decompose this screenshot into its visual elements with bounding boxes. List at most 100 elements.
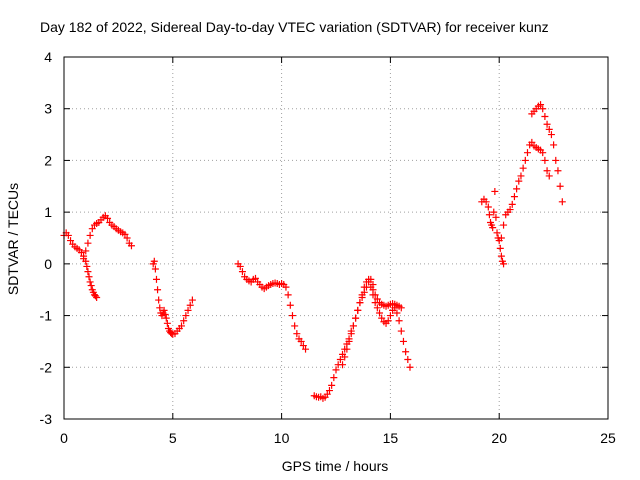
data-point — [349, 322, 357, 330]
data-point — [397, 304, 405, 312]
data-point — [286, 301, 294, 309]
data-point — [325, 387, 333, 395]
data-point — [151, 265, 159, 273]
data-point — [323, 390, 331, 398]
data-point — [404, 356, 412, 364]
x-tick-label: 20 — [491, 430, 507, 446]
data-point — [523, 149, 531, 157]
data-point — [406, 363, 414, 371]
y-tick-label: 2 — [44, 152, 52, 168]
data-point — [545, 172, 553, 180]
data-point — [402, 348, 410, 356]
chart-title: Day 182 of 2022, Sidereal Day-to-day VTE… — [40, 19, 549, 35]
plot-frame — [63, 56, 609, 420]
data-point — [539, 149, 547, 157]
data-point — [64, 231, 72, 239]
x-tick-label: 15 — [383, 430, 399, 446]
data-point — [284, 291, 292, 299]
data-point — [155, 296, 163, 304]
data-point — [517, 172, 525, 180]
data-point — [543, 120, 551, 128]
data-point — [552, 156, 560, 164]
data-point — [85, 273, 93, 281]
data-point — [485, 211, 493, 219]
data-point — [528, 138, 536, 146]
data-point — [188, 296, 196, 304]
data-point — [482, 198, 490, 206]
data-point — [152, 275, 160, 283]
data-point — [376, 309, 384, 317]
y-tick-label: -3 — [40, 411, 53, 427]
data-point — [354, 306, 362, 314]
data-point — [550, 141, 558, 149]
data-point — [484, 203, 492, 211]
data-point — [84, 268, 92, 276]
data-point — [519, 164, 527, 172]
data-point — [161, 311, 169, 319]
data-point — [156, 304, 164, 312]
data-point — [86, 278, 94, 286]
data-point — [378, 314, 386, 322]
data-point — [180, 317, 188, 325]
data-point — [397, 327, 405, 335]
data-point — [489, 224, 497, 232]
data-point — [539, 105, 547, 113]
data-point — [510, 193, 518, 201]
data-point — [336, 356, 344, 364]
data-point — [288, 312, 296, 320]
x-tick-label: 10 — [274, 430, 290, 446]
data-point — [371, 291, 379, 299]
data-point — [369, 286, 377, 294]
data-point — [282, 283, 290, 291]
data-point — [347, 330, 355, 338]
data-point — [556, 182, 564, 190]
data-point — [497, 252, 505, 260]
data-point — [104, 214, 112, 222]
data-point — [302, 345, 310, 353]
data-point — [86, 231, 94, 239]
data-point — [67, 237, 75, 245]
axis-ticks: 0 5 10 15 20 25 -3 -2 -1 0 1 2 3 4 — [40, 49, 616, 446]
data-point — [513, 185, 521, 193]
data-point — [493, 229, 501, 237]
data-point — [497, 234, 505, 242]
data-point — [182, 312, 190, 320]
data-point — [121, 230, 129, 238]
data-point — [92, 292, 100, 300]
data-point — [82, 247, 90, 255]
data-point — [238, 268, 246, 276]
data-point — [541, 112, 549, 120]
data-point — [123, 234, 131, 242]
data-point — [186, 301, 194, 309]
x-axis-label: GPS time / hours — [282, 458, 389, 474]
data-point — [88, 225, 96, 233]
data-point — [399, 337, 407, 345]
data-point — [163, 319, 171, 327]
x-tick-label: 0 — [60, 430, 68, 446]
y-axis-label: SDTVAR / TECUs — [5, 183, 21, 295]
data-point — [328, 381, 336, 389]
data-point — [492, 213, 500, 221]
data-point — [345, 337, 353, 345]
data-point — [236, 262, 244, 270]
data-point — [150, 257, 158, 265]
data-point — [365, 275, 373, 283]
x-tick-label: 25 — [600, 430, 616, 446]
y-tick-label: -2 — [40, 359, 53, 375]
data-point — [543, 167, 551, 175]
data-point — [500, 260, 508, 268]
data-point — [332, 366, 340, 374]
data-point — [162, 314, 170, 322]
data-point — [330, 374, 338, 382]
data-point — [558, 198, 566, 206]
data-points — [60, 101, 566, 402]
data-point — [339, 361, 347, 369]
data-point — [251, 274, 259, 282]
data-point — [508, 200, 516, 208]
data-point — [384, 317, 392, 325]
data-point — [297, 337, 305, 345]
y-tick-label: 0 — [44, 256, 52, 272]
data-point — [127, 242, 135, 250]
data-point — [291, 322, 299, 330]
data-point — [386, 312, 394, 320]
